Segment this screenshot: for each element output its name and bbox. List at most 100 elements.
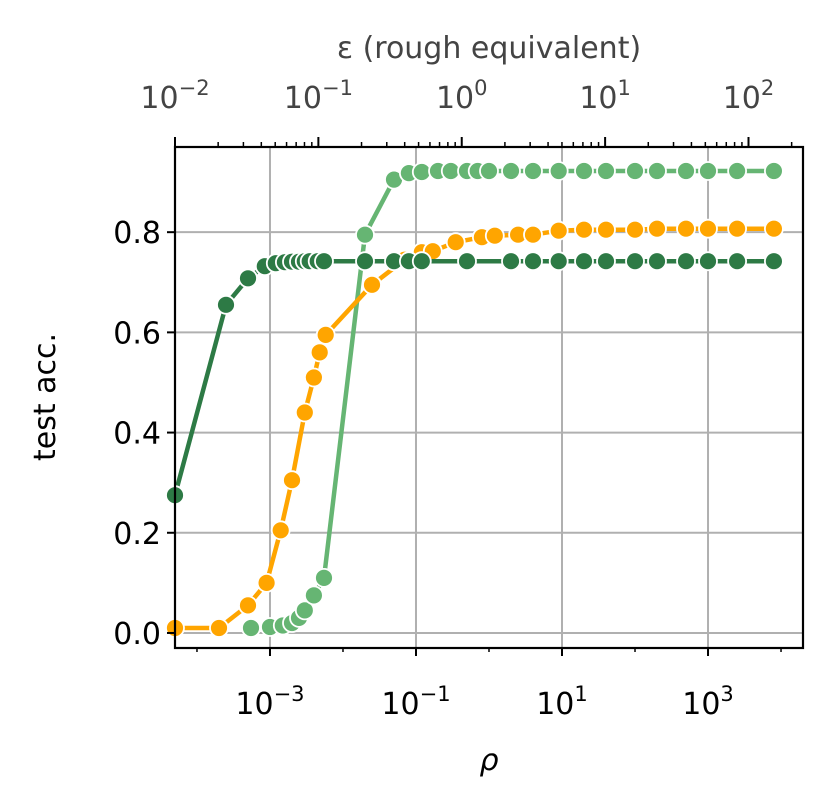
data-point — [314, 568, 334, 588]
series-line — [172, 258, 774, 496]
data-point — [216, 294, 236, 315]
tick-label-base: 10 — [536, 687, 574, 722]
x-tick-label: 10−1 — [381, 682, 450, 722]
data-point — [574, 251, 594, 272]
data-point — [501, 161, 521, 181]
tick-label-base: 10 — [723, 81, 761, 116]
data-point — [548, 251, 569, 272]
y-tick-label: 0.2 — [113, 517, 161, 552]
x-axis-title: ρ — [479, 743, 498, 778]
top-x-tick-label: 101 — [579, 76, 631, 116]
data-point — [241, 618, 261, 638]
data-point — [314, 251, 334, 272]
data-point — [282, 470, 302, 491]
top-x-tick-label: 10−1 — [284, 76, 353, 116]
data-point — [625, 219, 645, 240]
data-point — [698, 218, 718, 239]
series-layer — [165, 161, 784, 638]
series-3 — [165, 251, 784, 506]
y-tick-label: 0.8 — [113, 216, 161, 251]
data-point — [355, 224, 375, 245]
data-point — [256, 573, 277, 593]
data-point — [523, 251, 543, 272]
data-point — [647, 218, 667, 239]
data-point — [727, 218, 747, 239]
y-axis-title: test acc. — [28, 333, 63, 461]
data-point — [698, 251, 718, 272]
data-point — [445, 232, 466, 253]
top-axis-title: ε (rough equivalent) — [337, 31, 641, 66]
data-point — [270, 520, 291, 541]
tick-label-base: 10 — [140, 81, 178, 116]
data-point — [362, 274, 382, 295]
data-point — [764, 218, 784, 239]
data-point — [457, 251, 477, 272]
data-point — [625, 251, 645, 272]
series-2 — [165, 218, 784, 638]
data-point — [411, 251, 432, 272]
tick-label-base: 10 — [235, 687, 273, 722]
tick-label-exponent: −2 — [179, 76, 210, 100]
tick-label-exponent: 0 — [474, 76, 487, 100]
data-point — [523, 224, 543, 245]
data-point — [647, 161, 667, 181]
data-point — [303, 585, 324, 606]
data-point — [676, 161, 696, 181]
data-point — [764, 161, 784, 181]
x-tick-label: 101 — [536, 682, 588, 722]
data-point — [523, 161, 543, 181]
data-point — [596, 219, 616, 240]
series-line — [175, 226, 774, 631]
tick-label-exponent: 3 — [720, 682, 733, 706]
y-tick-label: 0.4 — [113, 417, 161, 452]
data-point — [548, 161, 569, 181]
tick-label-exponent: 1 — [574, 682, 587, 706]
data-point — [440, 161, 461, 181]
data-point — [676, 218, 696, 239]
y-tick-label: 0.0 — [113, 617, 161, 652]
tick-label-exponent: 2 — [761, 76, 774, 100]
data-point — [727, 161, 747, 181]
top-x-tick-label: 102 — [723, 76, 775, 116]
tick-label-base: 10 — [381, 687, 419, 722]
data-point — [411, 162, 432, 182]
data-point — [596, 161, 616, 181]
data-point — [294, 600, 315, 621]
tick-label-base: 10 — [579, 81, 617, 116]
data-point — [355, 251, 375, 272]
data-point — [676, 251, 696, 272]
data-point — [574, 161, 594, 181]
tick-label-exponent: −1 — [420, 682, 451, 706]
tick-label-exponent: −1 — [322, 76, 353, 100]
data-point — [479, 161, 499, 181]
data-point — [574, 219, 594, 240]
data-point — [309, 342, 330, 363]
x-tick-label: 10−3 — [235, 682, 304, 722]
top-x-tick-label: 10−2 — [140, 76, 209, 116]
data-point — [303, 367, 324, 388]
tick-label-base: 10 — [284, 81, 322, 116]
data-point — [625, 161, 645, 181]
data-point — [238, 268, 258, 289]
data-point — [596, 251, 616, 272]
tick-label-exponent: 1 — [618, 76, 631, 100]
data-point — [764, 251, 784, 272]
tick-label-base: 10 — [436, 81, 474, 116]
data-point — [647, 251, 667, 272]
series-1 — [241, 161, 784, 638]
data-point — [315, 324, 336, 345]
data-point — [209, 618, 229, 638]
tick-label-base: 10 — [682, 687, 720, 722]
data-point — [548, 220, 569, 241]
data-point — [294, 402, 315, 423]
data-point — [727, 251, 747, 272]
data-point — [484, 225, 505, 246]
data-point — [238, 595, 258, 616]
tick-label-exponent: −3 — [274, 682, 305, 706]
data-point — [501, 251, 521, 272]
top-x-tick-label: 100 — [436, 76, 488, 116]
x-tick-label: 103 — [682, 682, 734, 722]
y-tick-label: 0.6 — [113, 316, 161, 351]
